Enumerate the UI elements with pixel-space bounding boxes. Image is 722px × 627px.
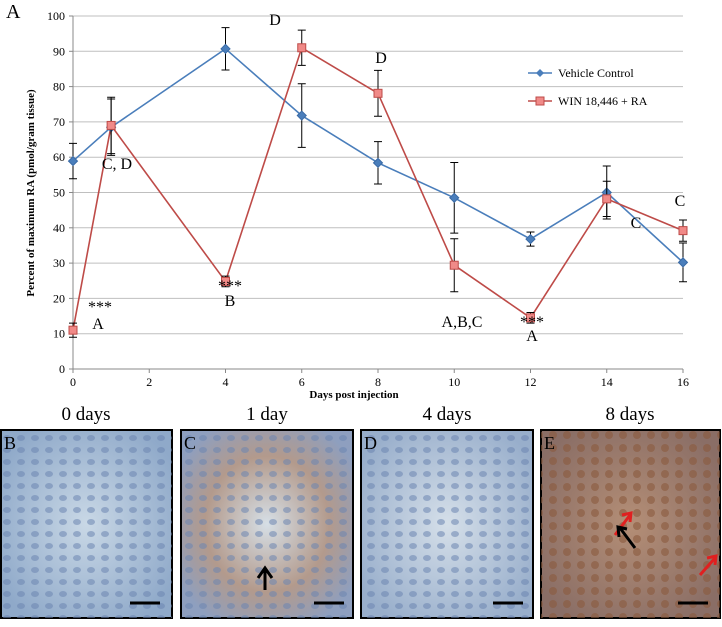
annotation: C bbox=[675, 193, 686, 210]
panel-title: 4 days bbox=[422, 404, 471, 425]
annotation: *** bbox=[218, 278, 242, 295]
marker bbox=[296, 110, 307, 121]
legend-marker bbox=[536, 69, 544, 77]
panel-title: 1 day bbox=[246, 404, 288, 425]
x-tick-label: 0 bbox=[70, 375, 76, 389]
marker bbox=[221, 276, 230, 286]
x-tick-label: 16 bbox=[677, 375, 689, 389]
y-tick-label: 10 bbox=[53, 327, 65, 341]
marker bbox=[526, 313, 535, 323]
micrograph-texture bbox=[181, 430, 353, 618]
panel-title: 0 days bbox=[61, 404, 110, 425]
marker bbox=[602, 194, 612, 204]
y-tick-label: 70 bbox=[53, 115, 65, 129]
micrograph-texture bbox=[541, 430, 720, 618]
x-tick-label: 8 bbox=[375, 375, 381, 389]
annotation: A bbox=[526, 328, 538, 345]
marker bbox=[678, 226, 688, 236]
panel-title: 8 days bbox=[605, 404, 654, 425]
y-tick-label: 90 bbox=[53, 44, 65, 58]
marker bbox=[449, 260, 459, 270]
y-tick-label: 60 bbox=[53, 150, 65, 164]
x-tick-label: 10 bbox=[448, 375, 460, 389]
annotation: A,B,C bbox=[442, 314, 483, 331]
micrograph-texture bbox=[361, 430, 533, 618]
annotation: D bbox=[269, 12, 281, 29]
x-tick-label: 4 bbox=[223, 375, 229, 389]
marker bbox=[106, 120, 116, 130]
marker bbox=[220, 43, 231, 55]
panel-label: A bbox=[6, 1, 21, 23]
marker bbox=[67, 155, 79, 167]
legend-marker bbox=[535, 96, 545, 106]
y-tick-label: 100 bbox=[47, 9, 65, 23]
arrow bbox=[256, 565, 274, 590]
panel-letter: B bbox=[4, 433, 16, 453]
panel-letter: C bbox=[184, 433, 196, 453]
panel-letter: D bbox=[364, 433, 377, 453]
marker bbox=[373, 88, 383, 98]
marker bbox=[372, 157, 384, 169]
marker bbox=[677, 257, 689, 268]
x-axis-label: Days post injection bbox=[309, 389, 398, 401]
y-tick-label: 40 bbox=[53, 221, 65, 235]
annotation: C bbox=[631, 215, 642, 232]
x-tick-label: 2 bbox=[146, 375, 152, 389]
marker bbox=[68, 325, 78, 335]
y-tick-label: 30 bbox=[53, 256, 65, 270]
micrograph-texture bbox=[1, 430, 172, 618]
x-tick-label: 14 bbox=[601, 375, 613, 389]
x-tick-label: 6 bbox=[299, 375, 305, 389]
annotation: *** bbox=[520, 314, 544, 331]
y-tick-label: 80 bbox=[53, 80, 65, 94]
annotation: *** bbox=[88, 299, 112, 316]
annotation: D bbox=[375, 50, 387, 67]
x-tick-label: 12 bbox=[525, 375, 537, 389]
marker bbox=[449, 192, 460, 204]
arrow bbox=[616, 525, 637, 549]
micrographs bbox=[0, 429, 721, 619]
annotation: B bbox=[225, 293, 236, 310]
y-tick-label: 50 bbox=[53, 186, 65, 200]
y-tick-label: 0 bbox=[59, 362, 65, 376]
y-axis-label: Percent of maximum RA (pmol/gram tissue) bbox=[25, 89, 37, 297]
panel-letter: E bbox=[544, 433, 555, 453]
arrow bbox=[698, 554, 718, 576]
annotation: A bbox=[92, 316, 104, 333]
y-tick-label: 20 bbox=[53, 291, 65, 305]
legend-label: WIN 18,446 + RA bbox=[558, 94, 648, 108]
legend-label: Vehicle Control bbox=[558, 66, 634, 80]
annotation: C, D bbox=[102, 156, 132, 173]
marker bbox=[297, 43, 307, 53]
marker bbox=[525, 233, 536, 245]
